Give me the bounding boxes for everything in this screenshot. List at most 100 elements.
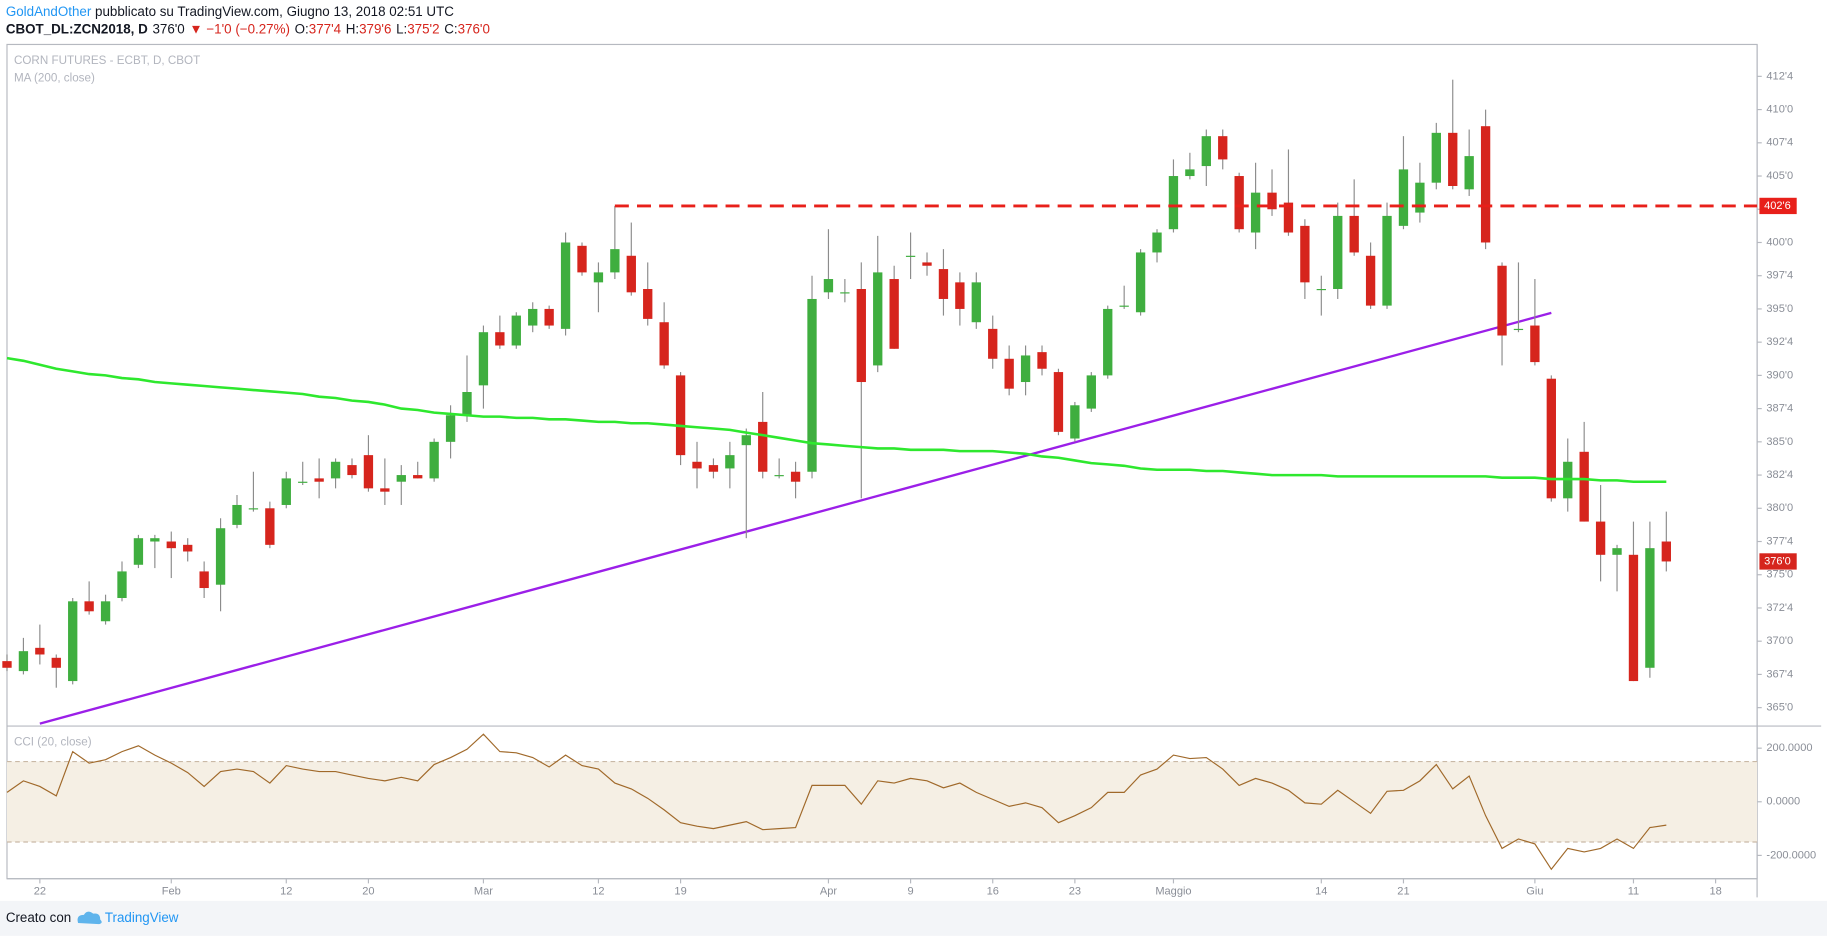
y-tick-label: 375'0 [1766, 569, 1793, 581]
y-tick-label: 390'0 [1766, 369, 1793, 381]
candle-body [396, 475, 406, 482]
candle-body [1135, 252, 1146, 313]
ma-line [6, 356, 1667, 484]
candle-body [1333, 215, 1343, 289]
candle-body [183, 544, 193, 552]
cci-tick-label: -200.0000 [1766, 849, 1816, 861]
candle-body [166, 541, 176, 549]
candle-body [314, 478, 324, 482]
candle-body [873, 272, 883, 366]
x-tick-label: Apr [820, 885, 838, 897]
candle-body [1119, 305, 1129, 307]
candle-body [708, 465, 719, 472]
candle-body [790, 471, 801, 482]
y-tick-label: 400'0 [1766, 236, 1793, 248]
candle-body [199, 571, 209, 589]
author[interactable]: GoldAndOther [6, 3, 92, 18]
candle-body [528, 308, 538, 326]
candle-body [560, 242, 571, 329]
candle-body [1267, 192, 1277, 210]
cci-line [6, 733, 1667, 871]
candle-body [133, 538, 144, 565]
candle-body [725, 455, 735, 469]
candle-body [1234, 176, 1244, 230]
candle-body [807, 298, 817, 472]
x-tick-label: Mar [474, 885, 493, 897]
candle-body [1628, 554, 1639, 682]
x-tick-label: 16 [987, 885, 999, 897]
x-tick-label: 22 [34, 885, 46, 897]
candle-body [248, 508, 259, 510]
y-tick-label: 387'4 [1766, 403, 1793, 415]
cci-tick-label: 200.0000 [1766, 742, 1812, 754]
y-tick-label: 377'4 [1766, 535, 1793, 547]
x-tick-label: 12 [592, 885, 604, 897]
candle-body [758, 421, 768, 472]
plot-frame [6, 43, 1758, 880]
candle-body [511, 315, 521, 346]
candle-body [955, 282, 965, 309]
candle-body [577, 245, 587, 273]
y-tick-label: 397'4 [1766, 270, 1793, 282]
x-tick-label: 23 [1069, 885, 1081, 897]
candle-body [1661, 541, 1671, 562]
candle-body [380, 488, 390, 492]
y-tick-label: 370'0 [1766, 635, 1793, 647]
candle-body [971, 282, 981, 323]
candle-body [1201, 136, 1211, 167]
x-tick-label: Giu [1526, 885, 1543, 897]
change: ▼ −1'0 (−0.27%) [189, 21, 290, 36]
candle-body [232, 504, 242, 525]
candle-body [1365, 255, 1376, 306]
y-tick-label: 410'0 [1766, 104, 1793, 116]
candle-body [544, 308, 554, 326]
candle-body [1382, 215, 1392, 306]
y-tick-label: 412'4 [1766, 70, 1793, 82]
candle-body [922, 262, 932, 266]
y-tick-label: 385'0 [1766, 436, 1793, 448]
candle-body [1020, 355, 1031, 383]
published: pubblicato su TradingView.com, Giugno 13… [91, 3, 454, 18]
candle-body [1398, 169, 1409, 226]
open-label: O: [295, 21, 309, 36]
candle-body [495, 332, 505, 346]
candle-body [1431, 132, 1441, 183]
x-tick-label: 19 [674, 885, 686, 897]
footer-bar [0, 900, 1827, 936]
candle-body [988, 328, 998, 359]
x-tick-label: 21 [1397, 885, 1409, 897]
candle-body [1579, 451, 1589, 522]
brand-logo[interactable] [77, 911, 102, 925]
last-price-tag [1759, 553, 1797, 570]
y-tick-label: 367'4 [1766, 668, 1793, 680]
cci-band [6, 761, 1758, 842]
candle-body [18, 651, 29, 672]
x-tick-label: 9 [908, 885, 914, 897]
candle-body [100, 601, 111, 622]
close: 376'0 [458, 21, 490, 36]
candle-body [1152, 232, 1162, 253]
candle-body [1185, 169, 1195, 177]
candle-body [1595, 521, 1606, 555]
brand-link[interactable]: TradingView [105, 910, 179, 925]
candle-body [1530, 325, 1540, 363]
low: 375'2 [407, 21, 439, 36]
quote-line: CBOT_DL:ZCN2018, D 376'0 ▼ −1'0 (−0.27%) O:… [6, 21, 490, 36]
candle-body [1037, 352, 1047, 369]
candle-body [363, 455, 374, 489]
candle-body [1316, 288, 1326, 291]
trend-line [39, 311, 1552, 725]
candle-body [265, 508, 275, 545]
x-tick-label: Maggio [1155, 885, 1191, 897]
open: 377'4 [309, 21, 342, 36]
candle-body [1448, 132, 1458, 186]
x-tick-label: 20 [362, 885, 374, 897]
candle-body [1168, 176, 1179, 230]
candle-body [462, 391, 472, 416]
high: 379'6 [359, 21, 391, 36]
candle-body [1349, 215, 1359, 253]
candle-body [445, 415, 456, 442]
candle-body [1218, 136, 1228, 160]
candle-body [889, 279, 899, 349]
